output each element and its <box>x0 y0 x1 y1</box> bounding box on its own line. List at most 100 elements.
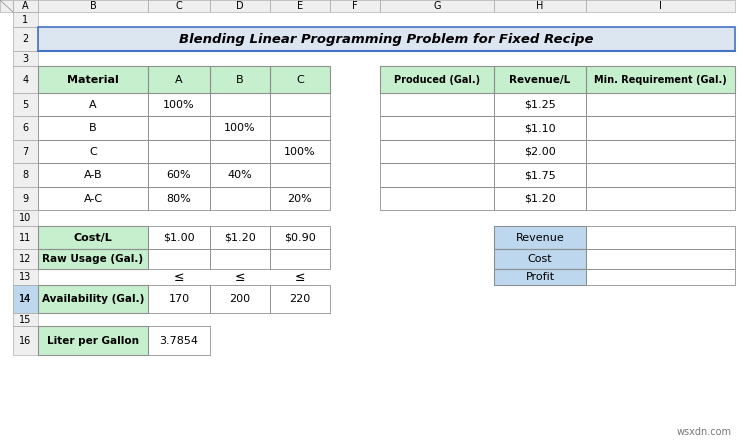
Bar <box>148 163 210 187</box>
Text: 1: 1 <box>22 15 29 25</box>
Bar <box>38 0 148 12</box>
Bar <box>210 285 270 313</box>
Bar <box>270 163 330 187</box>
Bar <box>494 187 586 210</box>
Bar <box>13 27 38 51</box>
Bar <box>586 140 735 163</box>
Bar <box>13 93 38 116</box>
Bar <box>270 0 330 12</box>
Bar <box>586 226 735 249</box>
Bar <box>270 93 330 116</box>
Bar <box>494 116 586 140</box>
Bar <box>210 93 270 116</box>
Text: Profit: Profit <box>525 272 554 282</box>
Bar <box>586 249 735 269</box>
Bar <box>494 93 586 116</box>
Bar <box>586 163 735 187</box>
Bar <box>380 93 494 116</box>
Bar <box>38 163 148 187</box>
Text: 14: 14 <box>19 294 32 304</box>
Bar <box>148 116 210 140</box>
Bar <box>38 140 148 163</box>
Bar <box>0 0 13 12</box>
Bar <box>586 93 735 116</box>
Bar <box>148 66 210 93</box>
Bar <box>210 163 270 187</box>
Text: E: E <box>297 1 303 11</box>
Bar <box>380 66 494 93</box>
Bar <box>494 163 586 187</box>
Bar <box>38 226 148 249</box>
Bar <box>210 226 270 249</box>
Text: 10: 10 <box>19 213 32 223</box>
Text: Availability (Gal.): Availability (Gal.) <box>41 294 144 304</box>
Bar <box>586 249 735 269</box>
Bar <box>270 187 330 210</box>
Bar <box>13 269 38 285</box>
Bar <box>210 249 270 269</box>
Bar <box>13 269 38 285</box>
Text: Revenue: Revenue <box>516 232 565 242</box>
Bar <box>148 93 210 116</box>
Text: Liter per Gallon: Liter per Gallon <box>47 335 139 345</box>
Bar <box>13 51 38 66</box>
Bar <box>148 249 210 269</box>
Bar <box>148 0 210 12</box>
Bar <box>0 0 13 12</box>
Bar <box>38 187 148 210</box>
Text: 4: 4 <box>22 74 29 84</box>
Bar <box>13 187 38 210</box>
Bar <box>13 93 38 116</box>
Text: 220: 220 <box>290 294 310 304</box>
Bar <box>586 226 735 249</box>
Text: 3: 3 <box>22 54 29 63</box>
Bar <box>13 326 38 355</box>
Bar <box>270 140 330 163</box>
Bar <box>380 116 494 140</box>
Bar <box>380 116 494 140</box>
Bar <box>148 226 210 249</box>
Bar <box>270 116 330 140</box>
Text: wsxdn.com: wsxdn.com <box>677 427 732 437</box>
Text: Cost/L: Cost/L <box>73 232 113 242</box>
Bar <box>13 285 38 313</box>
Text: 9: 9 <box>22 194 29 203</box>
Bar <box>494 187 586 210</box>
Text: 16: 16 <box>19 335 32 345</box>
Text: 5: 5 <box>22 99 29 110</box>
Text: 60%: 60% <box>167 170 191 180</box>
Bar <box>586 163 735 187</box>
Text: 170: 170 <box>168 294 190 304</box>
Bar <box>148 285 210 313</box>
Bar <box>13 187 38 210</box>
Bar <box>210 66 270 93</box>
Bar <box>38 27 735 51</box>
Bar <box>13 66 38 93</box>
Bar <box>270 0 330 12</box>
Text: Min. Requirement (Gal.): Min. Requirement (Gal.) <box>594 74 727 84</box>
Bar <box>270 249 330 269</box>
Bar <box>494 0 586 12</box>
Text: 100%: 100% <box>285 147 316 157</box>
Bar <box>148 116 210 140</box>
Bar <box>38 187 148 210</box>
Bar <box>38 326 148 355</box>
Bar <box>38 285 148 313</box>
Bar <box>13 285 38 313</box>
Text: 200: 200 <box>230 294 250 304</box>
Text: Material: Material <box>67 74 119 84</box>
Bar <box>494 0 586 12</box>
Bar <box>148 226 210 249</box>
Text: Produced (Gal.): Produced (Gal.) <box>394 74 480 84</box>
Bar <box>13 226 38 249</box>
Text: A: A <box>89 99 97 110</box>
Text: I: I <box>659 1 662 11</box>
Bar <box>380 187 494 210</box>
Bar <box>38 249 148 269</box>
Bar <box>38 116 148 140</box>
Bar <box>210 285 270 313</box>
Bar <box>13 163 38 187</box>
Bar <box>586 66 735 93</box>
Text: 8: 8 <box>22 170 29 180</box>
Bar <box>210 0 270 12</box>
